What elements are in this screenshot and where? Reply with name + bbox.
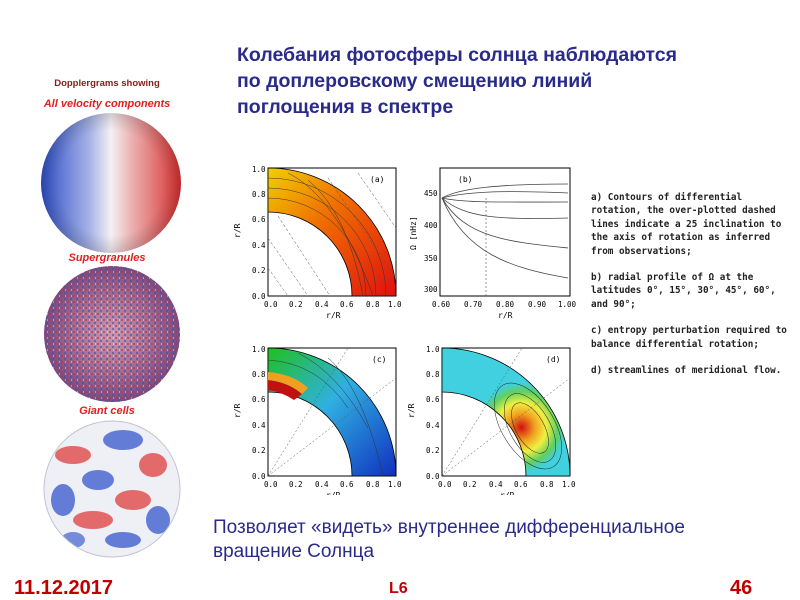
svg-text:1.0: 1.0 [562,480,576,489]
panel-b: (b) 0.60 0.70 0.80 0.90 1.00 300 350 400… [409,167,577,320]
dopplergrams-heading: Dopplergrams showing [54,78,160,89]
rotation-figure: (a) 0.0 0.2 0.4 0.6 0.8 1.0 0.0 0.2 0.4 … [233,165,577,495]
svg-text:0.8: 0.8 [366,480,380,489]
svg-text:1.00: 1.00 [558,300,577,309]
supergranules-dopplergram [44,266,180,402]
svg-text:0.8: 0.8 [252,190,266,199]
figure-description: a) Contours of differential rotation, th… [591,191,791,390]
svg-text:0.4: 0.4 [489,480,503,489]
panel-c: (c) 0.0 0.2 0.4 0.6 0.8 1.0 0.0 0.2 0.4 … [233,345,402,495]
giant-cells-label: Giant cells [79,405,135,417]
slide-caption: Позволяет «видеть» внутреннее дифференци… [213,517,685,562]
svg-text:0.0: 0.0 [252,472,266,481]
svg-text:0.2: 0.2 [426,446,440,455]
svg-text:0.70: 0.70 [464,300,483,309]
panel-c-xlabel: r/R [326,491,341,495]
panel-d-ylabel: r/R [407,403,416,418]
panel-d-tag: (d) [546,355,560,364]
svg-text:0.6: 0.6 [426,395,440,404]
svg-text:0.4: 0.4 [315,300,329,309]
svg-text:0.8: 0.8 [252,370,266,379]
panel-d-xticks: 0.0 0.2 0.4 0.6 0.8 1.0 [438,480,576,489]
description-d: d) streamlines of meridional flow. [591,365,782,377]
svg-text:0.6: 0.6 [252,395,266,404]
svg-text:0.4: 0.4 [315,480,329,489]
description-c: c) entropy perturbation required to bala… [591,325,787,350]
svg-text:0.90: 0.90 [528,300,547,309]
panel-b-xticks: 0.60 0.70 0.80 0.90 1.00 [432,300,577,309]
velocity-dopplergram [41,113,181,253]
svg-text:400: 400 [424,221,438,230]
description-a: a) Contours of differential rotation, th… [591,192,782,257]
panel-d-xlabel: r/R [500,491,515,495]
svg-text:1.0: 1.0 [388,300,402,309]
svg-text:0.0: 0.0 [252,292,266,301]
svg-text:1.0: 1.0 [388,480,402,489]
panel-c-xticks: 0.0 0.2 0.4 0.6 0.8 1.0 [264,480,402,489]
svg-text:1.0: 1.0 [252,165,266,174]
svg-text:0.80: 0.80 [496,300,515,309]
svg-text:0.2: 0.2 [289,480,303,489]
svg-text:0.0: 0.0 [264,300,278,309]
svg-text:0.0: 0.0 [426,472,440,481]
svg-text:0.2: 0.2 [252,266,266,275]
panel-a-xticks: 0.0 0.2 0.4 0.6 0.8 1.0 [264,300,402,309]
supergranules-label: Supergranules [68,252,146,264]
svg-text:0.60: 0.60 [432,300,451,309]
panel-a-yticks: 0.0 0.2 0.4 0.6 0.8 1.0 [252,165,266,301]
lecture-label: L6 [389,580,408,597]
svg-text:0.2: 0.2 [463,480,477,489]
panel-b-yticks: 300 350 400 450 [424,189,438,294]
svg-text:450: 450 [424,189,438,198]
svg-text:1.0: 1.0 [252,345,266,354]
panel-c-yticks: 0.0 0.2 0.4 0.6 0.8 1.0 [252,345,266,481]
svg-text:0.4: 0.4 [252,241,266,250]
panel-a-tag: (a) [370,175,384,184]
svg-text:0.0: 0.0 [264,480,278,489]
svg-text:0.0: 0.0 [438,480,452,489]
svg-text:0.4: 0.4 [426,421,440,430]
svg-text:1.0: 1.0 [426,345,440,354]
svg-text:0.6: 0.6 [340,480,354,489]
svg-text:0.6: 0.6 [340,300,354,309]
panel-b-xlabel: r/R [498,311,513,320]
svg-text:0.6: 0.6 [252,215,266,224]
panel-c-ylabel: r/R [233,403,242,418]
panel-d-yticks: 0.0 0.2 0.4 0.6 0.8 1.0 [426,345,440,481]
panel-c-tag: (c) [372,355,386,364]
svg-text:0.2: 0.2 [289,300,303,309]
slide-date: 11.12.2017 [14,577,113,599]
svg-text:0.6: 0.6 [514,480,528,489]
panel-a-xlabel: r/R [326,311,341,320]
svg-text:300: 300 [424,285,438,294]
panel-b-ylabel: Ω [nHz] [409,216,418,250]
svg-text:0.8: 0.8 [426,370,440,379]
panel-a: (a) 0.0 0.2 0.4 0.6 0.8 1.0 0.0 0.2 0.4 … [233,165,402,320]
giant-cells-dopplergram [43,420,181,558]
velocity-label: All velocity components [43,98,171,110]
panel-d: (d) 0.0 0.2 0.4 0.6 0.8 1.0 0.0 0.2 0.4 … [407,345,576,495]
svg-text:0.4: 0.4 [252,421,266,430]
panel-b-tag: (b) [458,175,472,184]
svg-text:0.8: 0.8 [540,480,554,489]
svg-text:0.8: 0.8 [366,300,380,309]
slide-title: Колебания фотосферы солнца наблюдаются п… [237,44,677,118]
description-b: b) radial profile of Ω at the latitudes … [591,272,776,310]
page-number: 46 [730,577,753,599]
panel-a-ylabel: r/R [233,223,242,238]
svg-text:350: 350 [424,254,438,263]
svg-text:0.2: 0.2 [252,446,266,455]
